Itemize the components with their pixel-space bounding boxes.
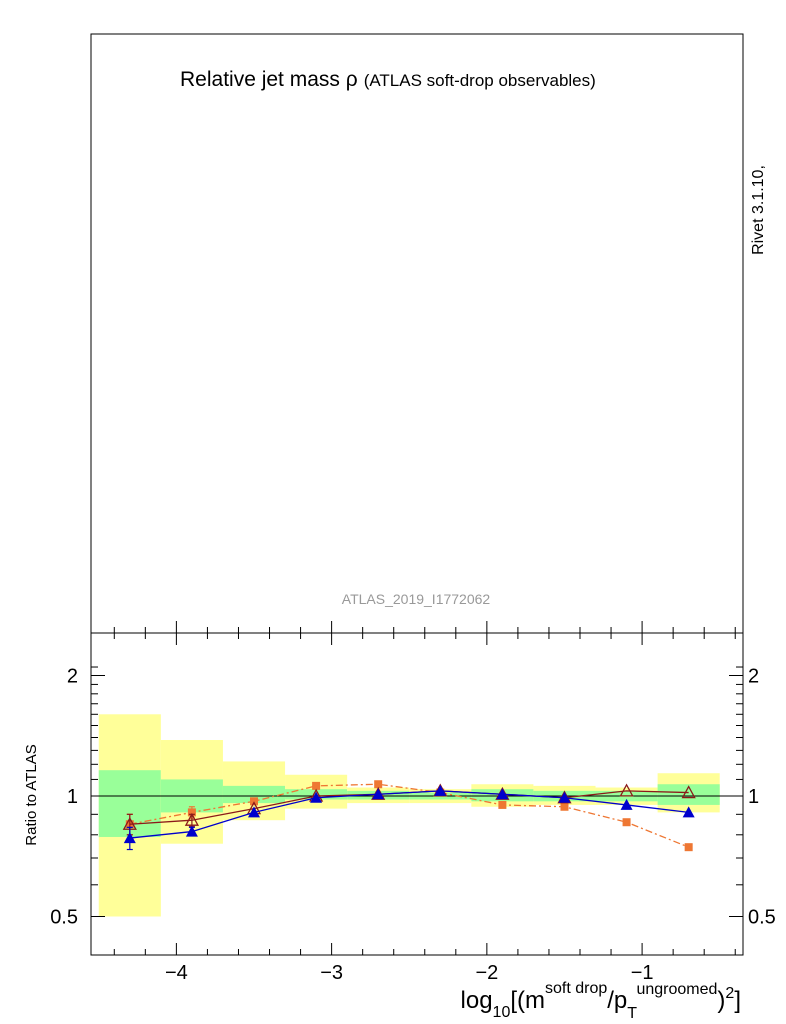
data-point-0-4 xyxy=(374,780,383,789)
x-tick-label-1: −3 xyxy=(320,962,343,984)
data-point-2-6 xyxy=(496,788,509,800)
band-green-2 xyxy=(222,785,286,804)
y-tick-label-right-1: 1 xyxy=(748,786,759,808)
series-line-0 xyxy=(129,783,689,848)
data-point-2-0 xyxy=(123,832,136,844)
data-point-0-7 xyxy=(560,802,569,811)
data-point-2-7 xyxy=(558,791,571,803)
data-point-2-4 xyxy=(372,788,385,800)
x-axis-label: log10[(msoft drop/pTungroomed)2] xyxy=(461,980,741,1022)
x-tick-label-2: −2 xyxy=(475,962,498,984)
data-point-2-2 xyxy=(248,806,260,818)
ratio-panel-frame xyxy=(90,632,744,956)
data-point-0-1 xyxy=(187,808,196,817)
ratio-series-group xyxy=(122,780,696,852)
y-tick-label-left-1: 1 xyxy=(67,786,78,808)
analysis-id-label: ATLAS_2019_I1772062 xyxy=(342,591,491,607)
data-point-2-5 xyxy=(434,784,447,796)
data-point-1-1 xyxy=(184,812,199,826)
y-axis-label: Ratio to ATLAS xyxy=(23,744,40,845)
y-tick-label-left-0: 0.5 xyxy=(50,907,78,929)
data-point-2-9 xyxy=(682,806,695,818)
data-point-0-8 xyxy=(622,818,631,827)
x-tick-label-0: −4 xyxy=(165,962,188,984)
y-tick-label-right-2: 2 xyxy=(748,666,759,688)
main-panel-frame xyxy=(90,33,744,634)
y-tick-label-left-2: 2 xyxy=(67,666,78,688)
data-point-2-8 xyxy=(620,798,633,810)
x-tick-label-3: −1 xyxy=(631,962,654,984)
series-line-2 xyxy=(129,790,689,839)
band-green-9 xyxy=(657,784,720,805)
y-tick-label-right-0: 0.5 xyxy=(748,907,776,929)
data-point-1-8 xyxy=(619,783,634,797)
rivet-version-label: Rivet 3.1.10, xyxy=(750,165,767,255)
axis-ticks: −4 −3 −2 −1 0.5 0.5 1 1 2 2 xyxy=(50,621,776,984)
data-point-1-9 xyxy=(681,785,696,799)
main-title: Relative jet mass ρ (ATLAS soft-drop obse… xyxy=(180,68,596,91)
data-point-0-3 xyxy=(312,781,321,790)
data-point-0-9 xyxy=(684,843,693,852)
data-point-2-3 xyxy=(310,791,323,803)
data-point-2-1 xyxy=(185,825,198,837)
data-point-0-6 xyxy=(498,800,507,809)
